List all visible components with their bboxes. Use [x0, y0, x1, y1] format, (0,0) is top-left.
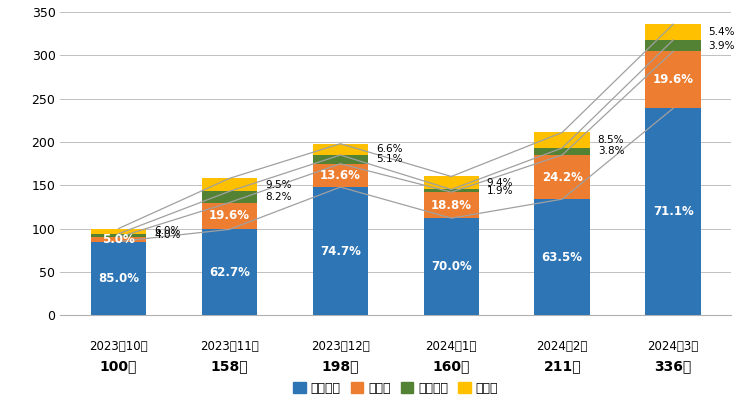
- Bar: [535, 155, 590, 199]
- Text: 2023年10月: 2023年10月: [89, 340, 148, 353]
- Text: 19.6%: 19.6%: [209, 209, 250, 223]
- Text: 3.8%: 3.8%: [598, 147, 624, 156]
- Bar: [424, 192, 479, 218]
- Text: 2023年11月: 2023年11月: [200, 340, 259, 353]
- Bar: [90, 229, 146, 234]
- Text: 74.7%: 74.7%: [320, 244, 361, 258]
- Text: 6.6%: 6.6%: [376, 144, 403, 154]
- Text: 336件: 336件: [654, 360, 691, 374]
- Bar: [645, 108, 701, 315]
- Bar: [645, 24, 701, 40]
- Bar: [424, 177, 479, 189]
- Text: 5.4%: 5.4%: [709, 27, 735, 37]
- Text: 2024年3月: 2024年3月: [648, 340, 699, 353]
- Text: 4.0%: 4.0%: [154, 230, 180, 240]
- Text: 9.4%: 9.4%: [487, 178, 513, 188]
- Text: 6.0%: 6.0%: [154, 226, 180, 236]
- Bar: [645, 40, 701, 51]
- Text: 18.8%: 18.8%: [431, 199, 472, 212]
- Bar: [202, 202, 257, 229]
- Bar: [90, 234, 146, 237]
- Bar: [424, 218, 479, 315]
- Text: 8.2%: 8.2%: [265, 192, 292, 202]
- Text: 3.9%: 3.9%: [709, 41, 735, 50]
- Text: 100件: 100件: [100, 360, 137, 374]
- Bar: [90, 237, 146, 242]
- Text: 62.7%: 62.7%: [209, 266, 250, 279]
- Bar: [313, 155, 368, 164]
- Text: 19.6%: 19.6%: [653, 73, 694, 86]
- Text: 24.2%: 24.2%: [542, 170, 583, 183]
- Legend: 障害者等, 事業者, 自治体等, その他: 障害者等, 事業者, 自治体等, その他: [288, 377, 504, 400]
- Text: 85.0%: 85.0%: [98, 272, 139, 285]
- Bar: [313, 187, 368, 315]
- Text: 158件: 158件: [210, 360, 248, 374]
- Text: 5.0%: 5.0%: [103, 233, 135, 246]
- Text: 198件: 198件: [322, 360, 359, 374]
- Bar: [202, 191, 257, 202]
- Text: 71.1%: 71.1%: [653, 205, 694, 218]
- Bar: [424, 189, 479, 192]
- Bar: [645, 51, 701, 108]
- Bar: [202, 178, 257, 191]
- Text: 211件: 211件: [544, 360, 581, 374]
- Bar: [535, 199, 590, 315]
- Text: 13.6%: 13.6%: [320, 169, 361, 182]
- Text: 5.1%: 5.1%: [376, 154, 403, 164]
- Bar: [313, 164, 368, 187]
- Text: 70.0%: 70.0%: [431, 260, 472, 273]
- Bar: [90, 242, 146, 315]
- Bar: [535, 148, 590, 155]
- Text: 63.5%: 63.5%: [541, 250, 583, 264]
- Text: 160件: 160件: [433, 360, 470, 374]
- Bar: [313, 144, 368, 155]
- Bar: [535, 133, 590, 148]
- Text: 2024年2月: 2024年2月: [537, 340, 588, 353]
- Text: 2024年1月: 2024年1月: [425, 340, 477, 353]
- Text: 8.5%: 8.5%: [598, 135, 624, 145]
- Text: 2023年12月: 2023年12月: [311, 340, 369, 353]
- Bar: [202, 229, 257, 315]
- Text: 1.9%: 1.9%: [487, 186, 513, 196]
- Text: 9.5%: 9.5%: [265, 180, 292, 190]
